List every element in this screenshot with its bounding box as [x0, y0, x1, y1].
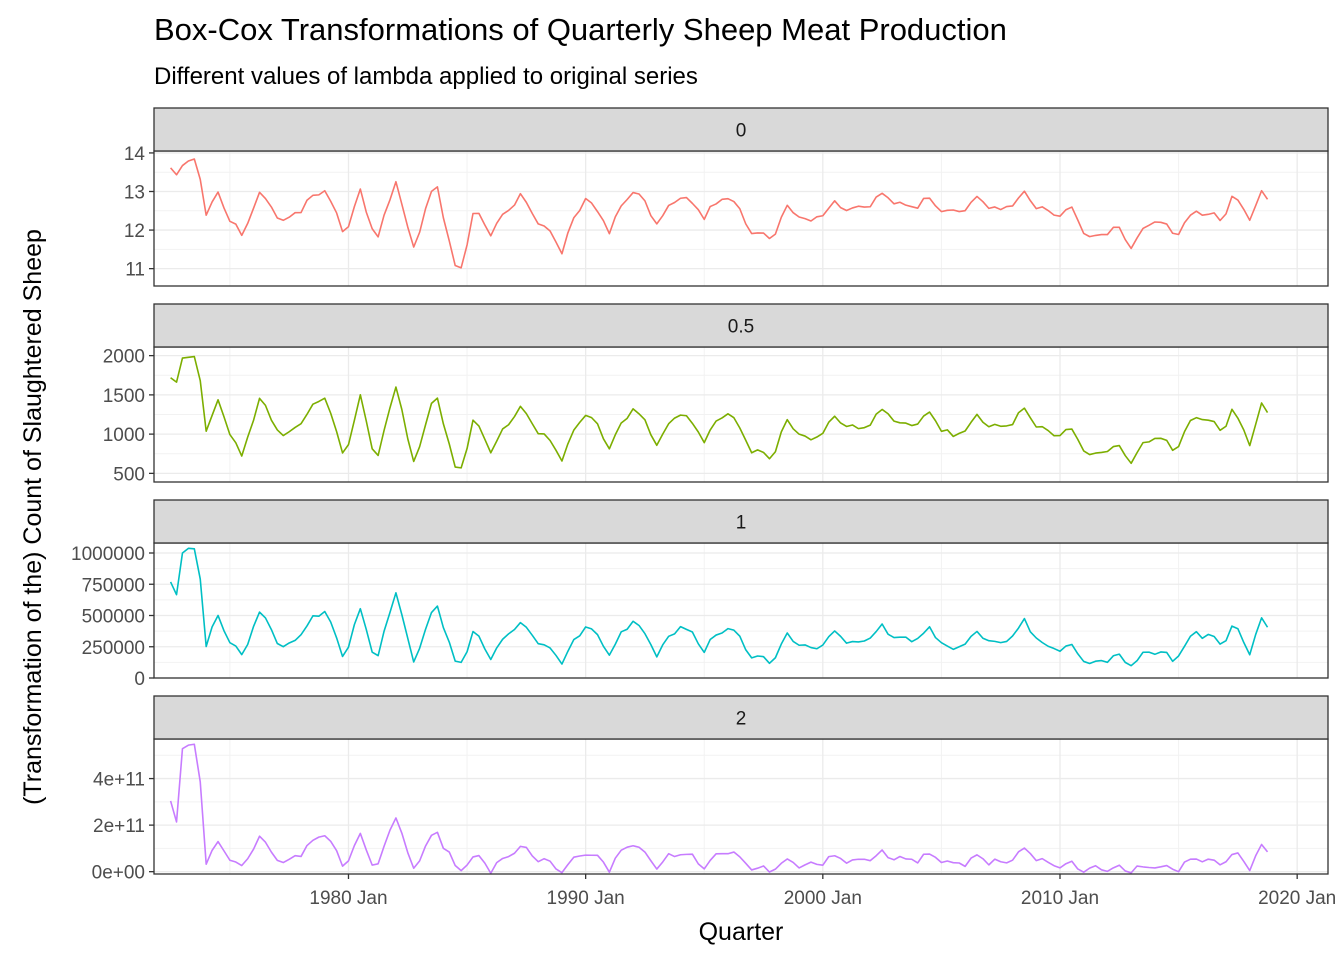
- y-tick-label: 1500: [103, 386, 145, 407]
- y-tick-label: 1000000: [71, 544, 145, 565]
- y-axis-title: (Transformation of the) Count of Slaught…: [19, 229, 47, 805]
- y-tick-label: 11: [125, 260, 145, 281]
- facet-strip-label: 0.5: [728, 317, 754, 338]
- y-tick-label: 750000: [82, 575, 145, 596]
- y-tick-label: 1000: [103, 425, 145, 446]
- panel-background: [154, 543, 1328, 678]
- x-axis-title: Quarter: [699, 918, 784, 946]
- y-tick-label: 14: [124, 144, 146, 165]
- y-tick-label: 13: [124, 183, 145, 204]
- panel-background: [154, 151, 1328, 286]
- facet-strip-label: 1: [736, 513, 747, 534]
- y-tick-label: 0e+00: [92, 863, 145, 884]
- x-tick-label: 1990 Jan: [547, 888, 625, 909]
- y-tick-label: 500000: [82, 607, 145, 628]
- series-line-2: [169, 743, 1269, 875]
- x-axis: 1980 Jan 1990 Jan 2000 Jan 2010 Jan 2020 Jan: [309, 874, 1336, 909]
- facet-strip-label: 0: [736, 121, 747, 142]
- y-tick-label: 2000: [103, 347, 145, 368]
- facet-panel-1: 0.5 500 1000 1500 2000: [103, 303, 1329, 485]
- facet-panel-0: 0 11 12 13 14: [124, 107, 1329, 287]
- y-tick-label: 250000: [82, 638, 145, 659]
- facet-strip: [153, 303, 1329, 348]
- facet-strip: [153, 107, 1329, 152]
- y-tick-label: 4e+11: [93, 770, 145, 791]
- series-line-0: [169, 158, 1269, 269]
- chart-title: Box-Cox Transformations of Quarterly She…: [154, 12, 1007, 47]
- facet-panel-3: 2 0e+00 2e+11 4e+11: [92, 695, 1329, 884]
- series-line-1: [169, 547, 1269, 667]
- facet-strip-label: 2: [736, 709, 747, 730]
- facet-panel-2: 1 0 250000 500000 750000 1000000: [71, 499, 1329, 690]
- x-tick-label: 1980 Jan: [309, 888, 387, 909]
- x-tick-label: 2000 Jan: [784, 888, 862, 909]
- y-tick-label: 0: [134, 669, 145, 690]
- series-line-0.5: [170, 355, 1269, 469]
- facet-strip: [153, 499, 1329, 544]
- y-tick-label: 500: [113, 464, 145, 485]
- chart-subtitle: Different values of lambda applied to or…: [154, 63, 698, 90]
- x-tick-label: 2020 Jan: [1258, 888, 1336, 909]
- y-tick-label: 12: [124, 221, 145, 242]
- y-tick-label: 2e+11: [93, 816, 145, 837]
- facet-panels: 0 11 12 13 14 0.5 500 1000 1500 2000 1 0 250000 50000…: [71, 107, 1329, 884]
- facet-strip: [153, 695, 1329, 740]
- x-tick-label: 2010 Jan: [1021, 888, 1099, 909]
- panel-background: [154, 739, 1328, 874]
